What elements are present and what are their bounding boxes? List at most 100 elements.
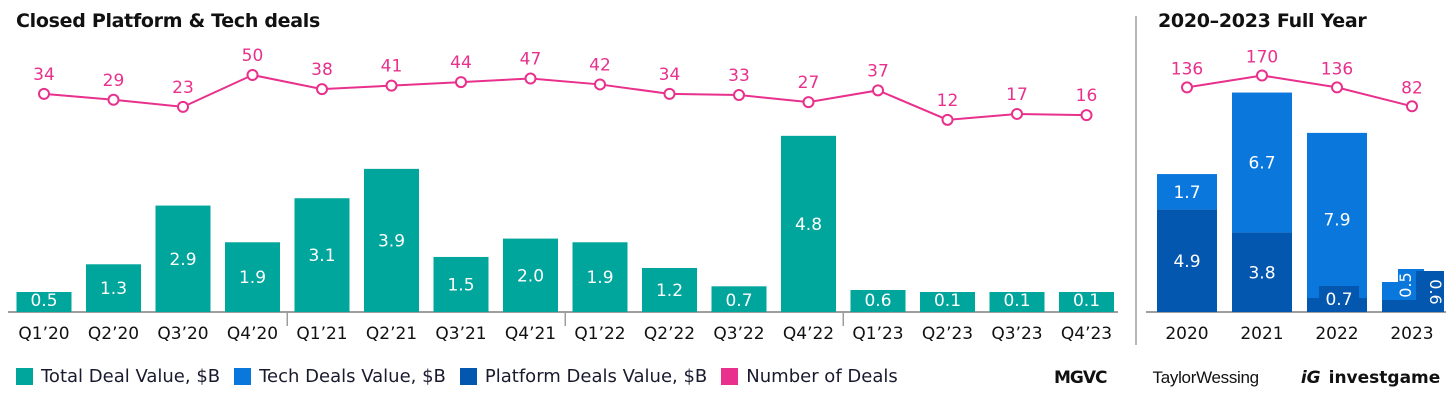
- deals-label-10: 33: [728, 66, 750, 86]
- bar-label-total-1: 1.3: [100, 279, 127, 299]
- deals-label-7: 47: [520, 50, 542, 70]
- bar-label-total-13: 0.1: [934, 291, 961, 311]
- bar-total-8: [572, 242, 628, 312]
- deals-label-4: 38: [311, 60, 333, 80]
- x-tick-label-8: Q1’22: [574, 324, 625, 344]
- deals-label-6: 44: [450, 53, 472, 73]
- bar-label-total-10: 0.7: [725, 291, 752, 311]
- bar-label-total-4: 3.1: [308, 246, 335, 266]
- deals-label-year-0: 136: [1171, 59, 1203, 79]
- bar-tech-2: [1307, 132, 1367, 312]
- deals-label-14: 17: [1006, 85, 1028, 105]
- deals-label-year-1: 170: [1246, 48, 1278, 68]
- legend-swatch-deals: [721, 368, 739, 385]
- bar-total-15: [1059, 292, 1114, 312]
- x-tick-label-9: Q2’22: [644, 324, 695, 344]
- bar-platform-0: [1157, 209, 1217, 312]
- deals-point-2: [177, 100, 189, 113]
- deals-line-yearly: [1186, 74, 1413, 108]
- bar-label-tech-0: 1.7: [1173, 183, 1200, 203]
- x-tick-label-12: Q1’23: [852, 324, 903, 344]
- legend-swatch-total: [16, 368, 33, 385]
- x-tick-label-6: Q3’21: [435, 324, 486, 344]
- legend-item-platform: Platform Deals Value, $B: [459, 366, 708, 387]
- bar-total-6: [433, 256, 489, 312]
- bar-label-total-12: 0.6: [864, 291, 891, 311]
- bar-total-1: [86, 264, 141, 312]
- deals-label-5: 41: [381, 57, 403, 77]
- legend-label-deals: Number of Deals: [746, 366, 898, 387]
- bar-label-tech-1: 6.7: [1248, 154, 1275, 174]
- legend-swatch-platform: [459, 368, 477, 385]
- bar-label-total-5: 3.9: [378, 231, 405, 251]
- x-tick-label-1: Q2’20: [88, 324, 139, 344]
- bar-platform-label-box-2: [1319, 286, 1359, 312]
- bar-label-platform-1: 3.8: [1248, 263, 1275, 283]
- bar-label-total-6: 1.5: [447, 275, 474, 295]
- x-tick-label-13: Q2’23: [922, 324, 973, 344]
- deals-point-year-1: [1256, 69, 1268, 82]
- mgvc-logo: MGVC: [1054, 368, 1108, 388]
- bar-tech-1: [1232, 92, 1292, 233]
- deals-label-11: 27: [798, 73, 820, 93]
- deals-point-10: [733, 89, 745, 102]
- bar-label-platform-2: 0.7: [1325, 290, 1352, 310]
- deals-point-8: [594, 78, 606, 91]
- deals-point-year-3: [1406, 100, 1418, 113]
- legend-item-tech: Tech Deals Value, $B: [234, 366, 446, 387]
- bar-label-total-9: 1.2: [656, 281, 683, 301]
- deals-label-0: 34: [33, 65, 55, 85]
- bar-total-2: [155, 205, 211, 312]
- bar-label-total-7: 2.0: [517, 266, 544, 286]
- x-tick-label-15: Q4’23: [1061, 324, 1112, 344]
- legend: Total Deal Value, $B Tech Deals Value, $…: [16, 366, 912, 387]
- bar-label-total-3: 1.9: [239, 268, 266, 288]
- x-tick-label-10: Q3’22: [713, 324, 764, 344]
- deals-point-7: [524, 72, 537, 85]
- x-tick-label-2: Q3’20: [157, 324, 208, 344]
- legend-label-total: Total Deal Value, $B: [41, 366, 221, 387]
- legend-swatch-tech: [234, 368, 252, 385]
- bar-label-total-0: 0.5: [30, 291, 57, 311]
- deals-point-13: [941, 113, 954, 126]
- bar-total-9: [642, 267, 697, 312]
- deals-point-11: [802, 96, 815, 109]
- legend-label-platform: Platform Deals Value, $B: [484, 366, 708, 387]
- deals-label-12: 37: [867, 61, 889, 81]
- bar-total-14: [989, 292, 1045, 312]
- legend-label-tech: Tech Deals Value, $B: [259, 366, 446, 387]
- deals-point-12: [872, 84, 884, 97]
- chart-title-quarterly: Closed Platform & Tech deals: [16, 10, 321, 32]
- bar-total-11: [781, 135, 836, 312]
- taylor-wessing-logo: TaylorWessing: [1152, 368, 1260, 387]
- legend-item-deals: Number of Deals: [721, 366, 898, 387]
- bar-label-total-2: 2.9: [169, 250, 196, 270]
- deals-label-8: 42: [589, 55, 611, 75]
- deals-label-3: 50: [242, 46, 264, 66]
- bar-total-4: [294, 198, 350, 312]
- bar-label-platform-0: 4.9: [1173, 252, 1200, 272]
- x-tick-label-5: Q2’21: [366, 324, 417, 344]
- bar-platform-1: [1232, 232, 1292, 312]
- chart-title-yearly: 2020–2023 Full Year: [1158, 10, 1367, 32]
- x-tick-label-year-2: 2022: [1315, 324, 1358, 344]
- bar-total-13: [920, 292, 975, 312]
- x-tick-label-11: Q4’22: [783, 324, 834, 344]
- deals-point-15: [1080, 109, 1093, 122]
- deals-point-year-0: [1181, 81, 1193, 94]
- x-tick-label-year-3: 2023: [1390, 324, 1433, 344]
- deals-point-3: [246, 69, 259, 81]
- bar-total-10: [711, 286, 767, 312]
- bar-total-0: [16, 292, 72, 312]
- x-tick-label-3: Q4’20: [227, 324, 278, 344]
- bar-total-12: [850, 289, 906, 312]
- bar-label-tech-3: 0.5: [1396, 272, 1415, 297]
- deals-point-4: [316, 83, 328, 96]
- x-tick-label-year-0: 2020: [1165, 324, 1208, 344]
- x-tick-label-4: Q1’21: [296, 324, 347, 344]
- investgame-mark-icon: iG: [1300, 368, 1321, 388]
- deals-point-9: [663, 87, 676, 100]
- deals-point-5: [385, 79, 398, 92]
- deals-point-year-2: [1331, 81, 1343, 94]
